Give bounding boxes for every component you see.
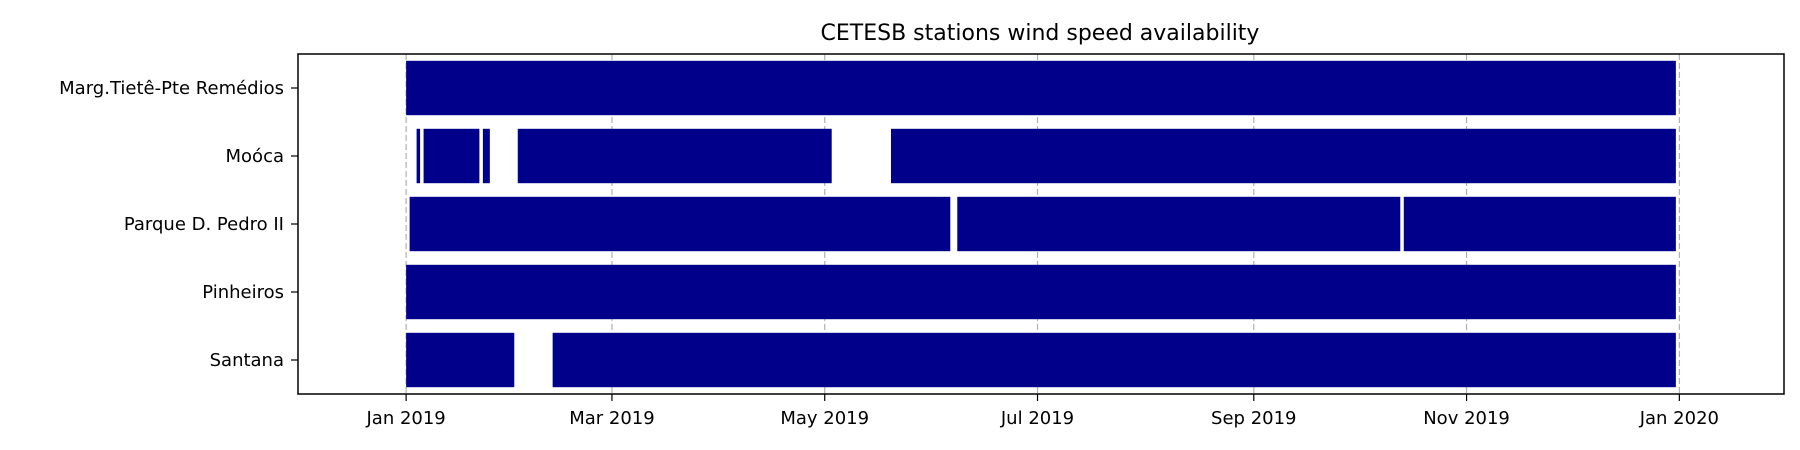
y-tick-label-1: Moóca [226,146,284,167]
x-axis: Jan 2019 Mar 2019 May 2019 Jul 2019 Sep 2019… [365,394,1719,429]
x-tick-label-1: Mar 2019 [569,408,655,429]
bar-station-3-interval-0 [406,264,1676,320]
x-tick-label-6: Jan 2020 [1639,408,1719,429]
bar-station-2-interval-2 [1403,196,1676,252]
x-tick-label-2: May 2019 [780,408,869,429]
bar-station-1-interval-3 [517,128,832,184]
y-tick-label-3: Pinheiros [202,282,284,303]
x-tick-label-0: Jan 2019 [365,408,445,429]
y-tick-label-4: Santana [210,350,284,371]
bar-station-0-interval-0 [406,60,1676,116]
bar-station-2-interval-1 [957,196,1401,252]
x-tick-label-3: Jul 2019 [1000,408,1074,429]
bar-station-1-interval-2 [482,128,490,184]
bar-station-1-interval-1 [423,128,480,184]
x-tick-label-4: Sep 2019 [1211,408,1296,429]
chart-title: CETESB stations wind speed availability [821,21,1260,46]
bar-station-4-interval-0 [406,332,515,388]
y-axis: Marg.Tietê-Pte Remédios Moóca Parque D. Pe… [59,78,298,371]
bar-station-2-interval-0 [409,196,951,252]
bars-layer [406,60,1676,388]
y-tick-label-2: Parque D. Pedro II [124,214,284,235]
y-tick-label-0: Marg.Tietê-Pte Remédios [59,78,284,99]
bar-station-4-interval-1 [552,332,1676,388]
x-tick-label-5: Nov 2019 [1423,408,1510,429]
bar-station-1-interval-0 [416,128,421,184]
bar-station-1-interval-4 [891,128,1676,184]
